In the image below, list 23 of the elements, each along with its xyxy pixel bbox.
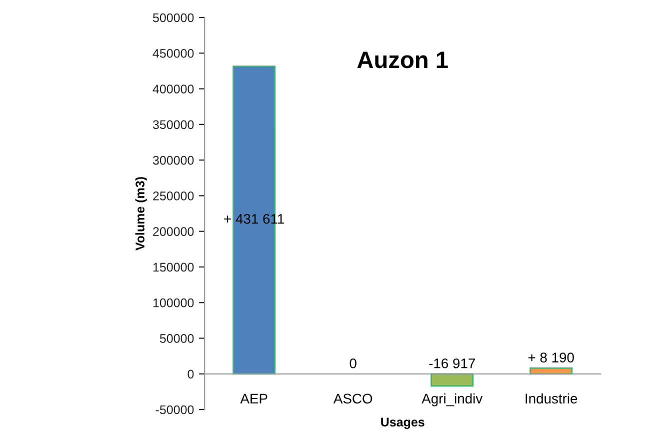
data-label: -16 917 [429,358,475,368]
y-tick-label: 350000 [152,120,194,130]
data-label: 0 [350,358,356,368]
data-label: + 8 190 [528,352,574,362]
x-tick-label: Agri_indiv [422,393,483,406]
x-tick-label: Industrie [526,393,578,404]
y-tick-label: 100000 [153,298,194,308]
y-tick-label: 400000 [152,84,194,94]
y-tick-label: 150000 [153,262,194,272]
y-tick-label: -50000 [156,405,194,414]
x-tick-label: AEP [240,394,268,404]
y-tick-label: 450000 [152,48,194,58]
bar [430,373,474,387]
y-axis-title: Volume (m3) [135,177,147,250]
text: Auzon 1 [357,52,448,68]
y-tick-label: 200000 [153,227,194,236]
y-tick-label: 50000 [160,334,194,343]
y-tick-label: 300000 [152,156,194,165]
x-tick-label: ASCO [333,394,372,404]
y-tick-label: 250000 [153,192,194,200]
y-tick-label: 0 [188,370,194,379]
x-axis-title: Usages [381,418,424,430]
y-tick-label: 500000 [152,13,194,22]
